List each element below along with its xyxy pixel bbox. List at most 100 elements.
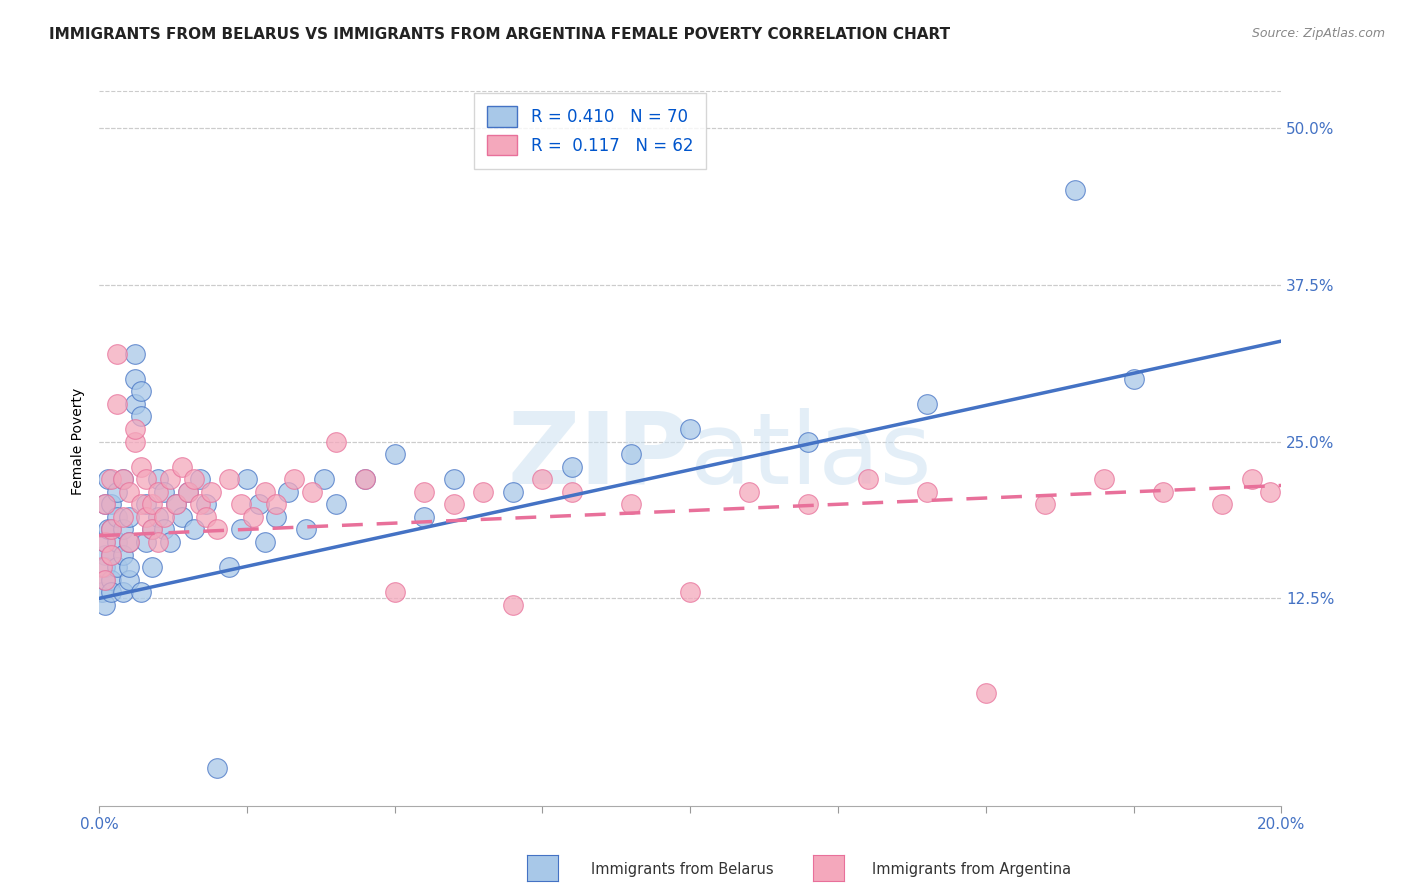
Point xyxy=(97,472,120,486)
Text: atlas: atlas xyxy=(690,408,932,505)
Text: ZIP: ZIP xyxy=(508,408,690,505)
Point xyxy=(165,497,187,511)
Point xyxy=(679,422,702,436)
Point xyxy=(177,484,200,499)
Point xyxy=(105,509,128,524)
Point xyxy=(177,484,200,499)
Point xyxy=(105,484,128,499)
Y-axis label: Female Poverty: Female Poverty xyxy=(72,388,86,495)
Point xyxy=(236,472,259,486)
Point xyxy=(561,459,583,474)
Point xyxy=(200,484,222,499)
Point xyxy=(325,497,347,511)
Point xyxy=(159,472,181,486)
Point xyxy=(100,585,122,599)
Point xyxy=(100,522,122,536)
Point xyxy=(111,585,134,599)
Point xyxy=(100,472,122,486)
Text: Immigrants from Belarus: Immigrants from Belarus xyxy=(591,863,773,877)
Point xyxy=(561,484,583,499)
Point xyxy=(679,585,702,599)
Point xyxy=(100,548,122,562)
Point xyxy=(974,685,997,699)
Point xyxy=(129,409,152,424)
Point xyxy=(856,472,879,486)
Point xyxy=(413,484,436,499)
Point xyxy=(124,346,146,360)
Point xyxy=(229,522,252,536)
Point xyxy=(118,535,141,549)
Point xyxy=(141,522,163,536)
Text: Source: ZipAtlas.com: Source: ZipAtlas.com xyxy=(1251,27,1385,40)
Point xyxy=(100,522,122,536)
Point xyxy=(111,472,134,486)
Point xyxy=(1122,372,1144,386)
Point xyxy=(312,472,335,486)
Point xyxy=(94,560,117,574)
Point xyxy=(129,497,152,511)
Point xyxy=(111,522,134,536)
Point xyxy=(124,434,146,449)
Point xyxy=(105,397,128,411)
Point xyxy=(135,509,157,524)
Point xyxy=(170,459,193,474)
Point xyxy=(502,598,524,612)
Point xyxy=(295,522,318,536)
Point xyxy=(111,472,134,486)
Text: IMMIGRANTS FROM BELARUS VS IMMIGRANTS FROM ARGENTINA FEMALE POVERTY CORRELATION : IMMIGRANTS FROM BELARUS VS IMMIGRANTS FR… xyxy=(49,27,950,42)
Point xyxy=(194,497,217,511)
Point xyxy=(1033,497,1056,511)
Point xyxy=(354,472,377,486)
Point xyxy=(1152,484,1174,499)
Point xyxy=(253,535,276,549)
Point xyxy=(135,497,157,511)
Point xyxy=(94,535,117,549)
Point xyxy=(1092,472,1115,486)
Point xyxy=(207,522,229,536)
Point xyxy=(141,522,163,536)
Point xyxy=(183,472,205,486)
Point xyxy=(738,484,761,499)
Point xyxy=(301,484,323,499)
Point xyxy=(266,509,288,524)
Point xyxy=(797,434,820,449)
Point xyxy=(118,560,141,574)
Point xyxy=(148,472,170,486)
Point xyxy=(1211,497,1233,511)
Point xyxy=(620,497,643,511)
Point xyxy=(94,497,117,511)
Point xyxy=(129,384,152,399)
Point xyxy=(141,560,163,574)
Point xyxy=(100,548,122,562)
Point xyxy=(105,346,128,360)
Point xyxy=(253,484,276,499)
Legend: R = 0.410   N = 70, R =  0.117   N = 62: R = 0.410 N = 70, R = 0.117 N = 62 xyxy=(474,93,706,169)
Point xyxy=(94,548,117,562)
Point xyxy=(188,497,211,511)
Point xyxy=(384,447,406,461)
Point xyxy=(159,535,181,549)
Point xyxy=(124,372,146,386)
Point xyxy=(170,509,193,524)
Point xyxy=(502,484,524,499)
Point xyxy=(325,434,347,449)
Point xyxy=(247,497,270,511)
Point xyxy=(97,522,120,536)
Point xyxy=(118,573,141,587)
Point xyxy=(283,472,305,486)
Point xyxy=(277,484,299,499)
Point xyxy=(124,422,146,436)
Point xyxy=(620,447,643,461)
Point xyxy=(91,585,114,599)
Point xyxy=(118,484,141,499)
Point xyxy=(443,472,465,486)
Point xyxy=(266,497,288,511)
Point xyxy=(111,509,134,524)
Point xyxy=(94,573,117,587)
Point xyxy=(797,497,820,511)
Point xyxy=(354,472,377,486)
Point xyxy=(148,535,170,549)
Point xyxy=(183,522,205,536)
Point xyxy=(135,535,157,549)
Point xyxy=(1063,183,1085,197)
